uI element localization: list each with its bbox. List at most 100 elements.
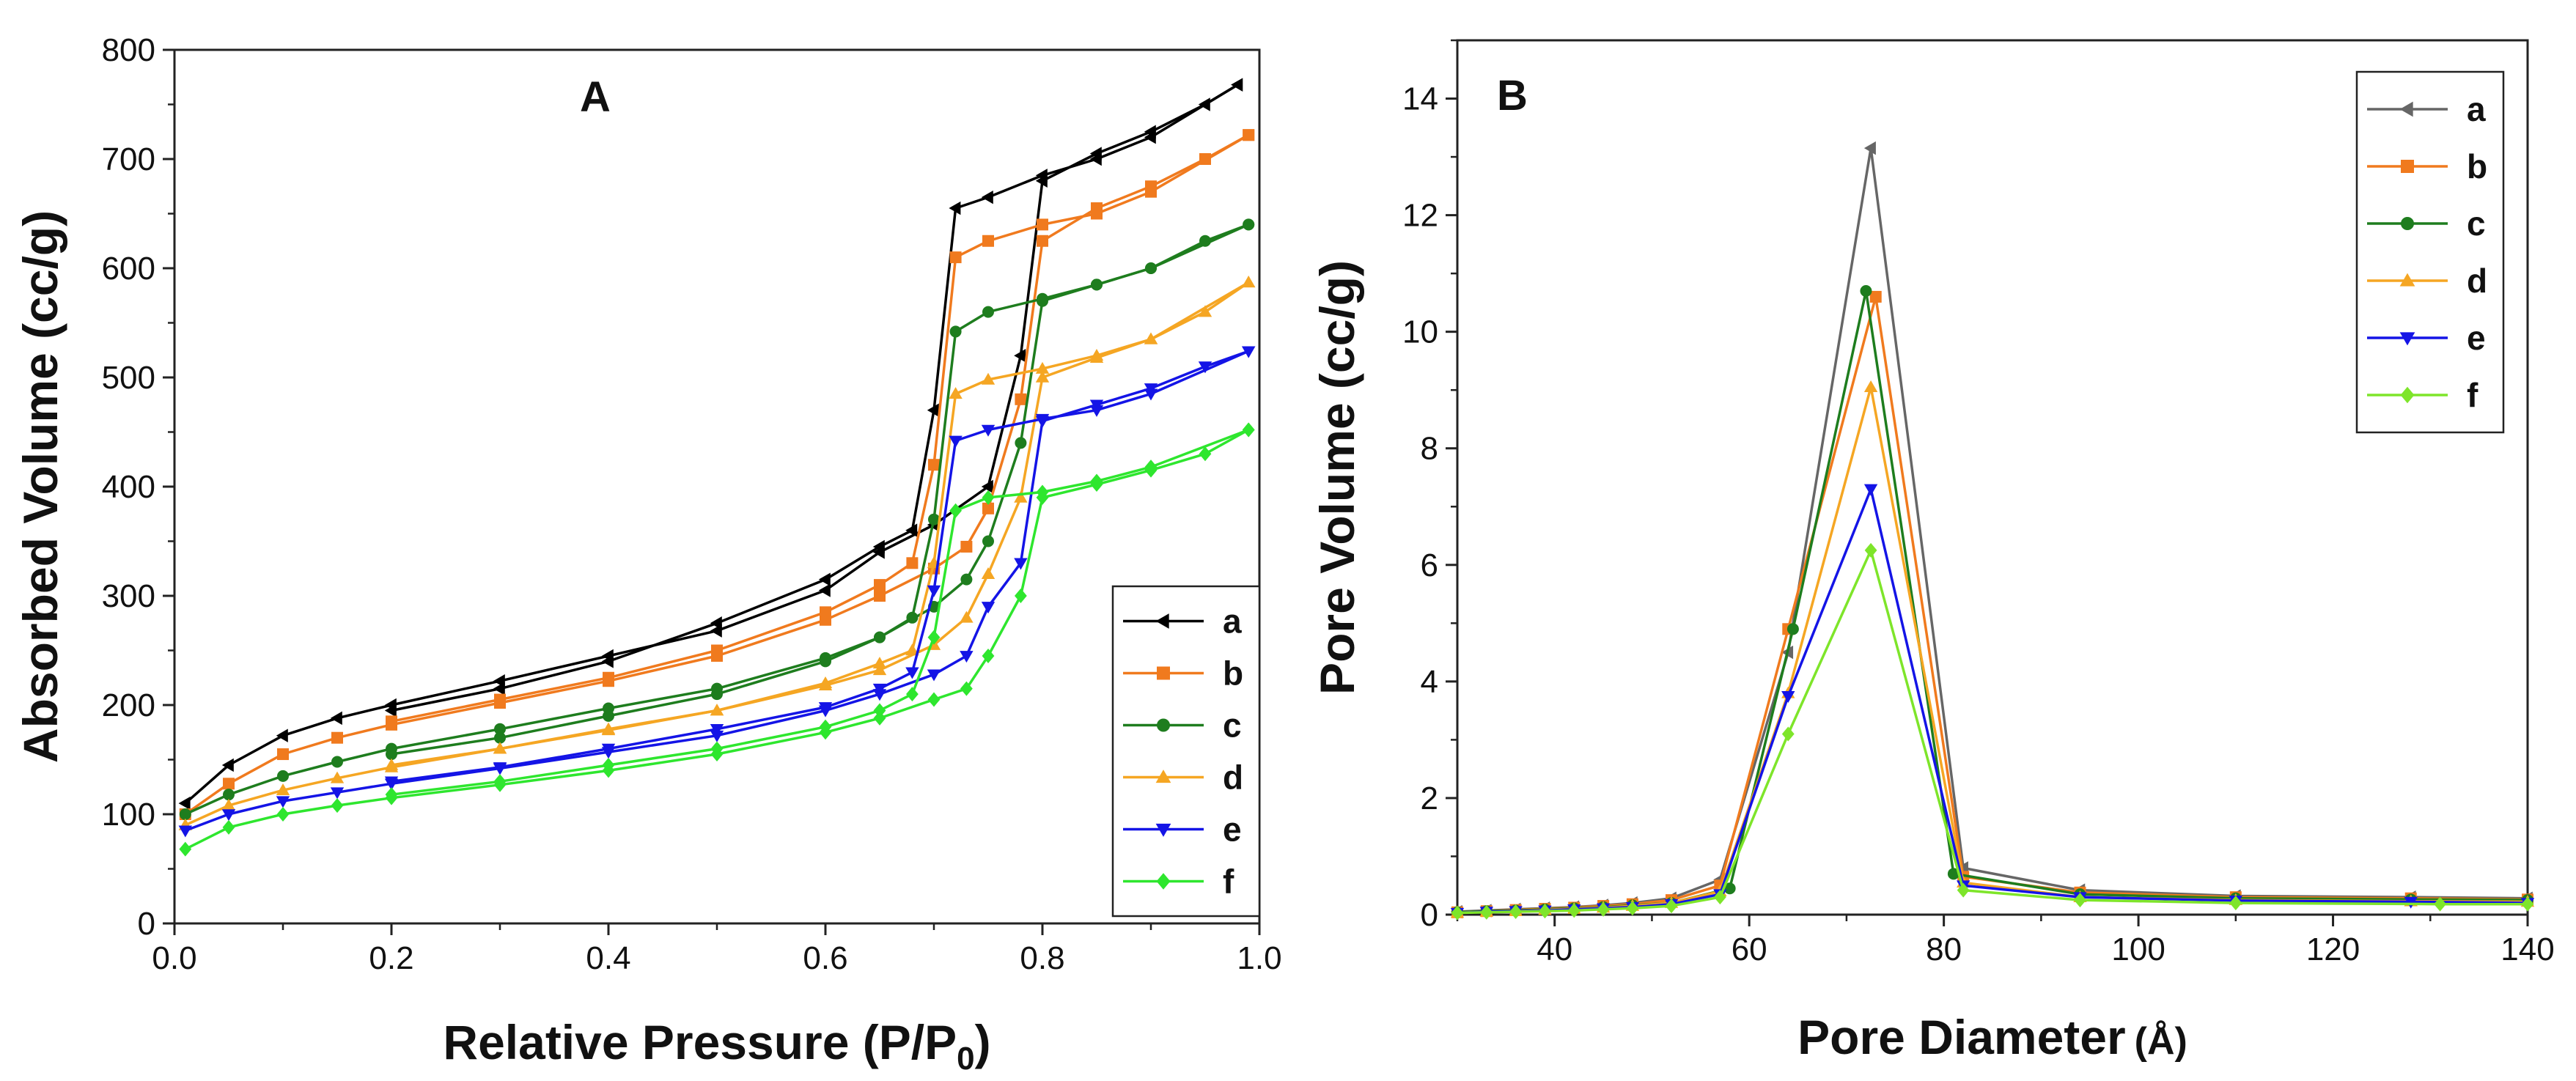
panel-a-series-b-point — [603, 671, 614, 684]
panel-a-series-b-point — [1243, 129, 1255, 141]
panel-a-series-f-point — [960, 681, 973, 696]
panel-a-series-e-point — [872, 683, 887, 696]
panel-b-legend-label-c: c — [2467, 204, 2486, 243]
panel-b-panel-label: B — [1497, 72, 1528, 119]
panel-a-series-c-point — [179, 808, 191, 820]
panel-a-series-f-point — [179, 841, 192, 857]
panel-b-series-e — [1450, 484, 2535, 920]
panel-a-series-a-point — [384, 704, 397, 717]
panel-b-legend-label-d: d — [2467, 262, 2487, 300]
panel-b-legend-label-e: e — [2467, 319, 2486, 357]
panel-b-series-f-point — [1597, 901, 1610, 917]
panel-a-series-f-point — [1199, 446, 1212, 462]
panel-b-series-c-point — [1947, 868, 1959, 880]
panel-a-series-f-adsorption-line — [185, 428, 1250, 851]
panel-b-x-axis-title-main: Pore Diameter — [1797, 1010, 2126, 1064]
panel-a-series-d-point — [384, 758, 399, 770]
panel-a-series-b-point — [874, 590, 886, 602]
panel-a-legend-label-c: c — [1223, 706, 1242, 745]
panel-a-series-a-point — [601, 654, 614, 668]
panel-b-series-a-point — [1863, 141, 1876, 155]
panel-a-series-d-point — [1014, 490, 1028, 503]
panel-a-legend-marker-c — [1157, 718, 1170, 732]
panel-a-series-e-point — [949, 435, 963, 448]
panel-a-series-f-point — [710, 741, 724, 756]
panel-b-series-f-point — [1665, 899, 1678, 914]
panel-a-x-tick-label: 0.6 — [803, 940, 847, 976]
panel-a-y-tick-label: 100 — [102, 797, 155, 833]
panel-a-series-c-point — [711, 688, 723, 701]
panel-a-series-a-point — [1014, 349, 1026, 363]
panel-a-series-f — [179, 422, 1255, 857]
panel-a-y-tick-label: 500 — [102, 360, 155, 396]
panel-a-series-b-point — [928, 459, 940, 471]
panel-a-series-f-point — [873, 710, 886, 726]
panel-b-series-f-point — [1480, 904, 1493, 920]
panel-b-series-f-point — [2074, 893, 2086, 908]
panel-a-series-e-point — [1198, 361, 1212, 374]
panel-a-series-e-point — [276, 796, 290, 808]
panel-a-series-f-point — [906, 687, 919, 702]
panel-a-series-c-point — [820, 655, 831, 668]
panel-a-x-axis-title-main: Relative Pressure (P/P — [443, 1015, 957, 1069]
panel-a-legend-label-d: d — [1223, 759, 1243, 797]
panel-a-series-b-point — [494, 693, 506, 706]
panel-a-series-d-point — [1144, 332, 1158, 344]
panel-b-series-d-distribution-line — [1457, 385, 2528, 915]
panel-a-series-d-point — [981, 567, 996, 579]
panel-b-y-tick-label: 4 — [1421, 664, 1438, 700]
panel-a-x-axis-title-end: ) — [975, 1015, 991, 1069]
panel-a-panel-label: A — [580, 73, 611, 121]
panel-a-series-c-point — [603, 709, 614, 722]
panel-a-legend-label-e: e — [1223, 811, 1242, 849]
panel-a-series-b-point — [874, 579, 886, 591]
panel-a-series-c-point — [906, 611, 919, 624]
panel-a-series-a-point — [981, 190, 993, 204]
panel-a-x-tick-label: 1.0 — [1237, 940, 1281, 976]
panel-b-x-tick-label: 100 — [2111, 931, 2165, 967]
panel-a-series-b-point — [223, 778, 235, 790]
panel-a-series-a-point — [981, 479, 993, 494]
panel-a-series-d-point — [1089, 349, 1104, 361]
panel-a-series-d-point — [949, 387, 963, 399]
panel-a-legend-marker-e — [1155, 823, 1171, 837]
panel-a-series-d-point — [330, 771, 345, 783]
panel-b-series-d — [1450, 380, 2535, 918]
panel-a-series-d-point — [710, 704, 724, 716]
panel-a-series-a-point — [949, 201, 961, 215]
panel-b-series-b-point — [1869, 290, 1882, 303]
panel-b-series-c-point — [1860, 284, 1872, 297]
panel-a-series-c-point — [1243, 218, 1255, 231]
panel-b-x-tick-label: 120 — [2306, 931, 2360, 967]
panel-b-y-tick-label: 0 — [1421, 897, 1438, 933]
panel-a-series-b-point — [711, 644, 723, 657]
panel-a-series-c-point — [223, 789, 235, 801]
panel-b-x-tick-label: 40 — [1537, 931, 1572, 967]
panel-a-series-e-point — [1035, 413, 1050, 426]
panel-a-series-f-point — [602, 757, 615, 772]
panel-a-series-d-point — [905, 643, 919, 656]
panel-a-x-tick-label: 0.0 — [152, 940, 196, 976]
panel-b-x-axis-title: Pore Diameter (Å) — [1797, 1010, 2187, 1064]
panel-b-x-tick-label: 60 — [1732, 931, 1767, 967]
panel-a-series-c-point — [982, 306, 994, 318]
panel-b-legend-marker-f — [2400, 386, 2415, 404]
panel-a-series-b-point — [1091, 207, 1103, 220]
panel-b-legend-label-a: a — [2467, 90, 2486, 128]
panel-a-series-a-point — [872, 539, 885, 554]
panel-b-y-tick-label: 2 — [1421, 781, 1438, 816]
panel-a-y-tick-label: 600 — [102, 251, 155, 287]
panel-a-series-a-point — [1144, 130, 1156, 144]
panel-b-y-tick-label: 12 — [1402, 198, 1438, 234]
panel-a-y-tick-label: 0 — [138, 906, 155, 942]
panel-a-series-c-point — [982, 535, 994, 547]
panel-a-series-c — [179, 218, 1255, 820]
panel-b-series-c-point — [1786, 623, 1799, 635]
panel-b-x-tick-label: 80 — [1926, 931, 1962, 967]
panel-a-series-c-point — [386, 748, 397, 761]
panel-a-series-a-point — [1231, 78, 1243, 92]
panel-b-y-tick-label: 10 — [1402, 314, 1438, 350]
panel-a-series-a-point — [1035, 169, 1048, 182]
panel-a-y-tick-label: 200 — [102, 687, 155, 723]
